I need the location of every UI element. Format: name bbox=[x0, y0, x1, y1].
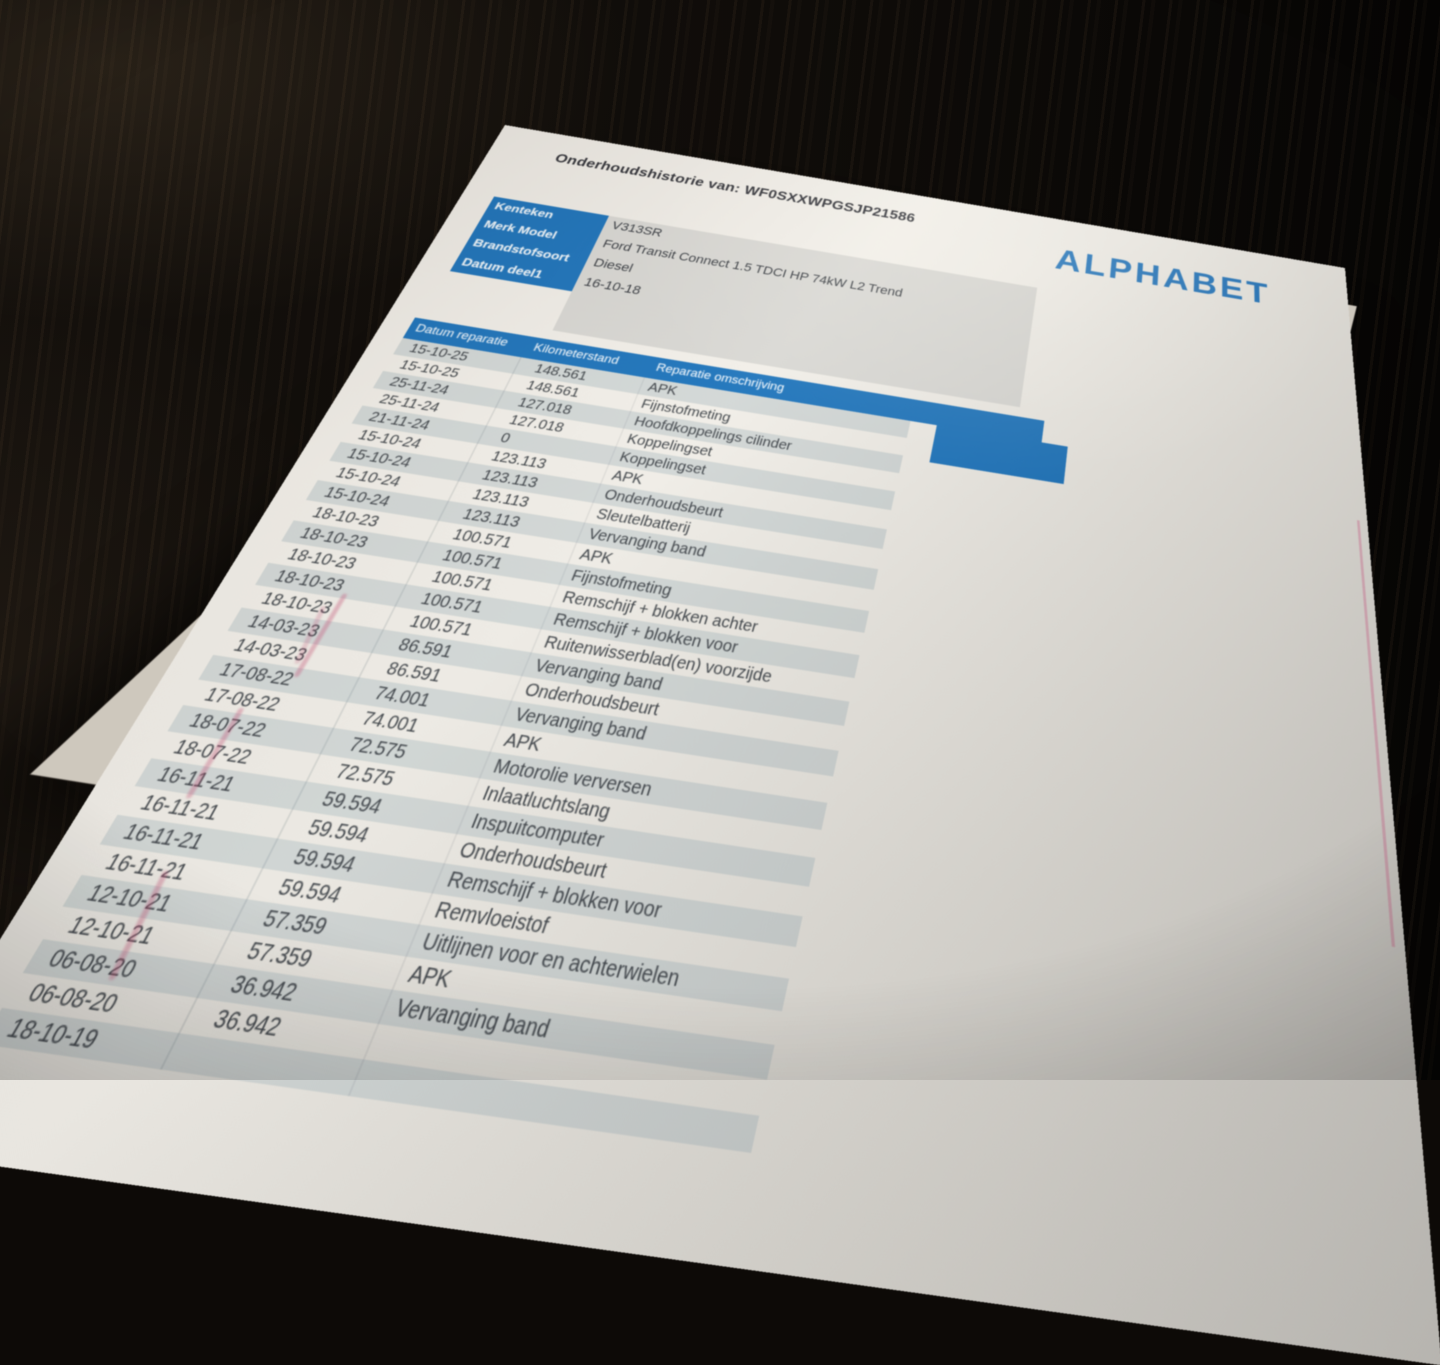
sheet-edge-line bbox=[1356, 520, 1395, 948]
document-page: Onderhoudshistorie van: WF0SXXWPGSJP2158… bbox=[0, 125, 1440, 1365]
photo-scene: Onderhoudshistorie van: WF0SXXWPGSJP2158… bbox=[0, 0, 1440, 1080]
page-title: Onderhoudshistorie van: WF0SXXWPGSJP2158… bbox=[552, 150, 917, 226]
maintenance-table-body: 15-10-25 148.561 APK 15-10-25 148.561 Fi… bbox=[0, 337, 911, 1153]
alphabet-logo: ALPHABET bbox=[1053, 243, 1271, 312]
